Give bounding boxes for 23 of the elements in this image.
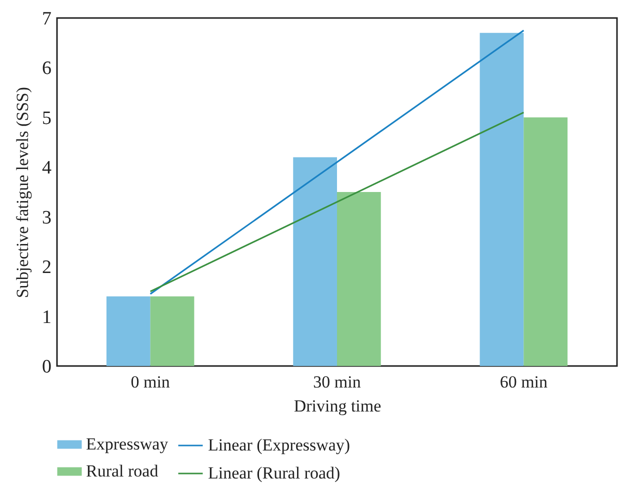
x-axis-title: Driving time <box>294 396 382 416</box>
bar <box>106 296 150 366</box>
bar <box>337 192 381 366</box>
y-axis-title: Subjective fatigue levels (SSS) <box>13 86 32 298</box>
bar <box>293 157 337 366</box>
x-tick-label: 0 min <box>130 372 170 392</box>
legend-label: Rural road <box>86 462 159 480</box>
y-tick-label: 2 <box>42 257 52 278</box>
y-tick-label: 1 <box>42 306 52 328</box>
x-tick-label: 60 min <box>500 372 548 392</box>
bar <box>480 32 524 366</box>
bar <box>150 296 194 366</box>
y-tick-label: 4 <box>42 158 52 179</box>
y-tick-label: 7 <box>42 8 52 30</box>
y-tick-label: 5 <box>42 108 52 129</box>
y-tick-label: 0 <box>42 356 52 378</box>
bar <box>524 117 568 366</box>
x-tick-label: 30 min <box>313 372 362 392</box>
y-tick-label: 6 <box>42 58 52 80</box>
legend-label: Linear (Expressway) <box>208 436 350 454</box>
legend-label: Expressway <box>86 434 169 454</box>
legend-label: Linear (Rural road) <box>208 464 340 482</box>
y-tick-label: 3 <box>42 207 52 228</box>
